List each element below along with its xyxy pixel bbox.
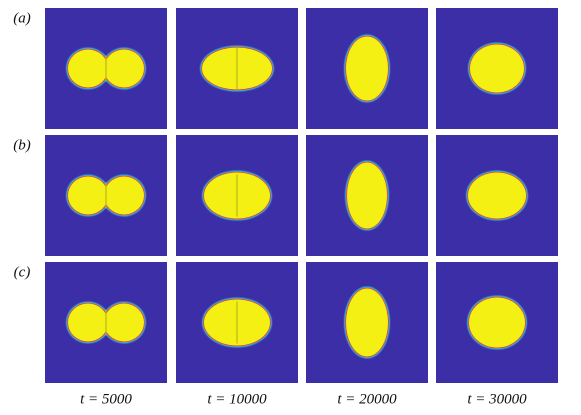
row-label: (a) [13,10,31,26]
droplet [104,176,144,215]
row-label: (c) [14,264,31,280]
droplet [470,44,524,93]
column-label: t = 30000 [467,391,527,407]
droplet [468,172,526,219]
droplet [104,49,144,88]
simulation-panel [306,135,428,256]
simulation-panel [176,135,298,256]
column-label: t = 10000 [207,391,267,407]
simulation-panel [45,135,167,256]
simulation-panel [436,8,558,129]
simulation-panel [176,8,298,129]
simulation-panel [306,8,428,129]
simulation-panel [436,135,558,256]
simulation-panel [45,8,167,129]
simulation-panel [436,262,558,383]
droplet [104,303,144,342]
droplet [68,303,108,342]
column-label: t = 20000 [337,391,397,407]
row-label: (b) [13,137,31,153]
droplet [68,176,108,215]
simulation-panel [45,262,167,383]
droplet [68,49,108,88]
droplet [346,288,388,357]
droplet [346,36,388,101]
droplet [347,162,387,229]
droplet [469,297,525,348]
simulation-panel [176,262,298,383]
panel-grid [45,8,558,383]
simulation-panel [306,262,428,383]
column-label: t = 5000 [80,391,132,407]
